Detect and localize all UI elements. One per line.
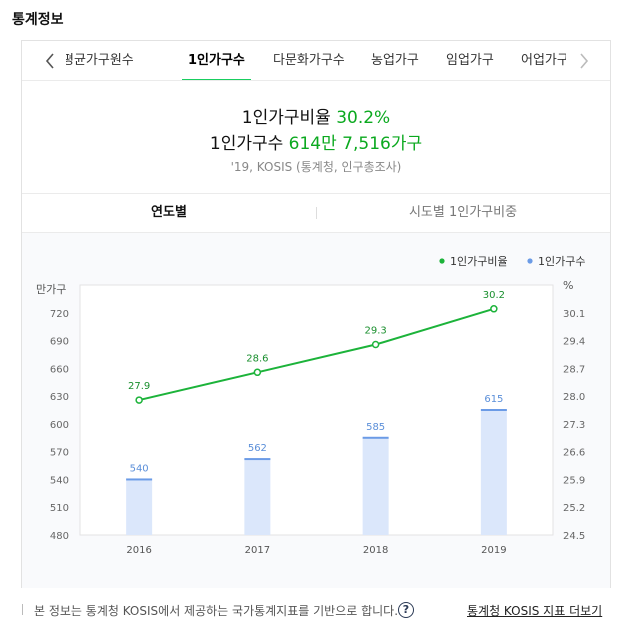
x-tick-label: 2017 (245, 545, 270, 556)
tab-list: 평균가구원수 1인가구수 다문화가구수 농업가구 임업가구 어업가구 (66, 41, 566, 80)
summary-ratio-value: 30.2% (336, 108, 391, 128)
ratio-data-label: 27.9 (128, 381, 150, 392)
tab-prev-button[interactable] (36, 41, 64, 80)
help-icon[interactable]: ? (398, 602, 414, 618)
summary-ratio: 1인가구비율 30.2% (22, 103, 610, 128)
chevron-left-icon (45, 53, 54, 69)
legend-ratio-label: 1인가구비율 (450, 255, 508, 268)
y-tick-right: 28.0 (563, 392, 585, 403)
summary-count-value: 614만 7,516가구 (288, 134, 423, 154)
y-tick-right: 25.9 (563, 475, 585, 486)
subtab-by-year[interactable]: 연도별 (151, 205, 187, 220)
bar (126, 479, 153, 535)
bar-data-label: 540 (130, 463, 149, 474)
subtab-divider (316, 207, 317, 219)
ratio-data-label: 28.6 (246, 353, 268, 364)
bar (362, 437, 389, 535)
category-tabbar: 평균가구원수 1인가구수 다문화가구수 농업가구 임업가구 어업가구 (22, 41, 610, 81)
bar-data-label: 562 (248, 443, 267, 454)
legend-dot-count (527, 258, 533, 264)
legend-dot-ratio (439, 258, 445, 264)
tab-fishery-households[interactable]: 어업가구 (521, 53, 566, 68)
y-tick-left: 570 (50, 448, 69, 459)
tab-farm-households[interactable]: 농업가구 (371, 53, 419, 68)
bar-top-line (362, 436, 389, 439)
legend-count-label: 1인가구수 (538, 255, 585, 268)
y-tick-right: 30.1 (563, 309, 585, 320)
x-tick-label: 2018 (363, 545, 388, 556)
y-tick-left: 630 (50, 392, 69, 403)
y-axis-left-title: 만가구 (36, 283, 66, 296)
tab-single-households[interactable]: 1인가구수 (182, 41, 251, 80)
tab-avg-household-size[interactable]: 평균가구원수 (66, 53, 134, 68)
y-tick-left: 690 (50, 337, 69, 348)
chevron-right-icon (580, 53, 589, 69)
y-tick-left: 480 (50, 531, 69, 542)
y-tick-left: 540 (50, 475, 69, 486)
summary-count: 1인가구수 614만 7,516가구 (22, 129, 610, 154)
plot-frame (79, 284, 554, 536)
y-tick-left: 600 (50, 420, 69, 431)
bar-top-line (126, 478, 153, 481)
combo-chart: 만가구 % 480 510 540 570 600 630 660 690 720 24.5 25.2 2… (36, 255, 585, 556)
x-tick-label: 2019 (481, 545, 506, 556)
y-tick-left: 720 (50, 309, 69, 320)
view-subtabs: 연도별 시도별 1인가구비중 (22, 193, 610, 233)
ratio-data-label: 29.3 (364, 326, 386, 337)
tab-multicultural-households[interactable]: 다문화가구수 (273, 53, 345, 68)
bar (244, 459, 271, 535)
footer-divider (22, 604, 23, 615)
bar (480, 410, 507, 535)
statistics-card: 평균가구원수 1인가구수 다문화가구수 농업가구 임업가구 어업가구 1인가구비… (21, 40, 611, 588)
bar-top-line (244, 458, 271, 461)
bar-top-line (480, 409, 507, 411)
y-tick-right: 29.4 (563, 337, 585, 348)
summary-source: '19, KOSIS (통계청, 인구총조사) (230, 160, 402, 174)
ratio-data-label: 30.2 (483, 290, 505, 301)
bar-data-label: 585 (366, 422, 385, 433)
summary-ratio-label: 1인가구비율 (241, 108, 331, 128)
y-tick-left: 510 (50, 503, 69, 514)
tab-forestry-households[interactable]: 임업가구 (446, 53, 494, 68)
ratio-point (253, 368, 262, 377)
x-tick-label: 2016 (126, 545, 151, 556)
bar-data-label: 615 (484, 394, 503, 405)
y-tick-right: 27.3 (563, 420, 585, 431)
ratio-point (135, 396, 143, 404)
y-tick-right: 24.5 (563, 531, 585, 542)
chart-area: 만가구% 480 510 540 570 600 630 660 690 720 24.5 25.2 2… (22, 233, 610, 588)
subtab-by-region[interactable]: 시도별 1인가구비중 (408, 205, 518, 220)
ratio-point (490, 305, 498, 313)
y-tick-right: 25.2 (563, 503, 585, 514)
y-tick-right: 28.7 (563, 364, 585, 375)
summary-count-label: 1인가구수 (209, 134, 284, 154)
y-tick-left: 660 (50, 364, 69, 375)
y-axis-right-title: % (563, 279, 573, 292)
tab-next-button[interactable] (570, 41, 598, 80)
summary-panel: 1인가구비율 30.2% 1인가구수 614만 7,516가구 '19, KOS… (22, 81, 610, 193)
ratio-line (138, 307, 495, 402)
kosis-more-link[interactable]: 통계청 KOSIS 지표 더보기 (467, 604, 603, 618)
ratio-point (371, 340, 380, 349)
page-title: 통계정보 (12, 12, 64, 28)
y-tick-right: 26.6 (563, 448, 585, 459)
footer-note: 본 정보는 통계청 KOSIS에서 제공하는 국가통계지표를 기반으로 합니다. (34, 604, 399, 618)
